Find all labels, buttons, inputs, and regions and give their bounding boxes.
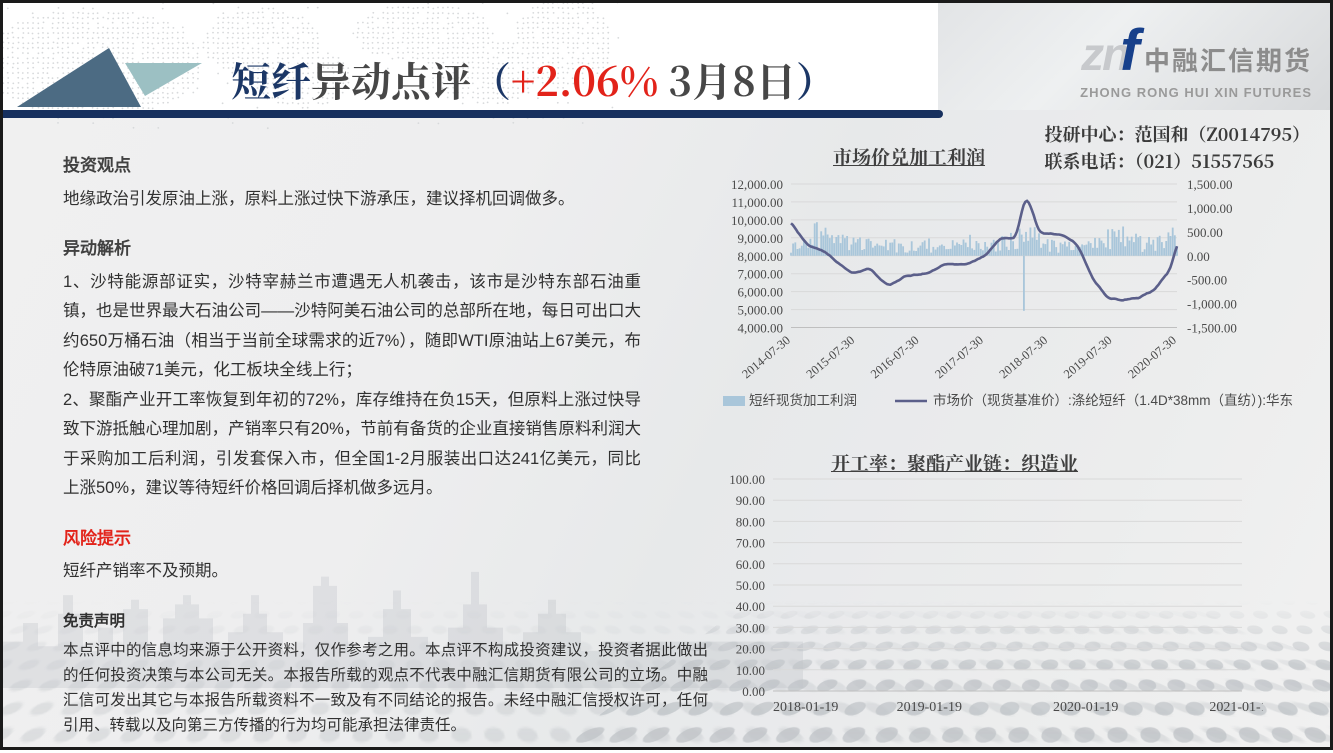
svg-text:60.00: 60.00	[736, 557, 765, 572]
svg-text:12,000.00: 12,000.00	[731, 177, 783, 192]
svg-text:70.00: 70.00	[736, 536, 765, 551]
svg-text:2019-01-19: 2019-01-19	[897, 700, 962, 715]
svg-text:50.00: 50.00	[736, 578, 765, 593]
svg-text:6,000.00: 6,000.00	[738, 285, 784, 300]
svg-text:80.00: 80.00	[736, 514, 765, 529]
svg-text:10.00: 10.00	[736, 663, 765, 678]
svg-text:100.00: 100.00	[729, 472, 765, 487]
svg-text:30.00: 30.00	[736, 620, 765, 635]
svg-text:-500.00: -500.00	[1187, 273, 1227, 288]
svg-text:4,000.00: 4,000.00	[738, 321, 784, 336]
svg-text:500.00: 500.00	[1187, 225, 1223, 240]
svg-text:20.00: 20.00	[736, 642, 765, 657]
svg-text:-1,000.00: -1,000.00	[1187, 297, 1237, 312]
svg-text:8,000.00: 8,000.00	[738, 249, 784, 264]
svg-text:1,500.00: 1,500.00	[1187, 177, 1233, 192]
svg-text:2020-01-19: 2020-01-19	[1053, 700, 1118, 715]
svg-text:2015-07-30: 2015-07-30	[804, 333, 858, 381]
svg-text:0.00: 0.00	[1187, 249, 1210, 264]
svg-text:2019-07-30: 2019-07-30	[1061, 333, 1115, 381]
svg-text:2018-07-30: 2018-07-30	[997, 333, 1051, 381]
svg-text:90.00: 90.00	[736, 493, 765, 508]
svg-text:2017-07-30: 2017-07-30	[932, 333, 986, 381]
svg-text:11,000.00: 11,000.00	[731, 195, 783, 210]
svg-text:2021-01-19: 2021-01-19	[1209, 700, 1263, 715]
svg-text:短纤现货加工利润: 短纤现货加工利润	[749, 392, 857, 408]
svg-text:9,000.00: 9,000.00	[738, 231, 784, 246]
svg-text:10,000.00: 10,000.00	[731, 213, 783, 228]
svg-text:2020-07-30: 2020-07-30	[1125, 333, 1179, 381]
svg-text:40.00: 40.00	[736, 599, 765, 614]
svg-text:2014-07-30: 2014-07-30	[739, 333, 793, 381]
svg-text:2016-07-30: 2016-07-30	[868, 333, 922, 381]
svg-text:5,000.00: 5,000.00	[738, 303, 784, 318]
svg-text:1,000.00: 1,000.00	[1187, 201, 1233, 216]
svg-text:0.00: 0.00	[742, 684, 765, 699]
svg-text:2018-01-19: 2018-01-19	[773, 700, 838, 715]
svg-text:-1,500.00: -1,500.00	[1187, 321, 1237, 336]
svg-text:市场价（现货基准价）:涤纶短纤（1.4D*38mm（直纺）): 市场价（现货基准价）:涤纶短纤（1.4D*38mm（直纺）):华东	[933, 392, 1293, 408]
svg-text:7,000.00: 7,000.00	[738, 267, 784, 282]
